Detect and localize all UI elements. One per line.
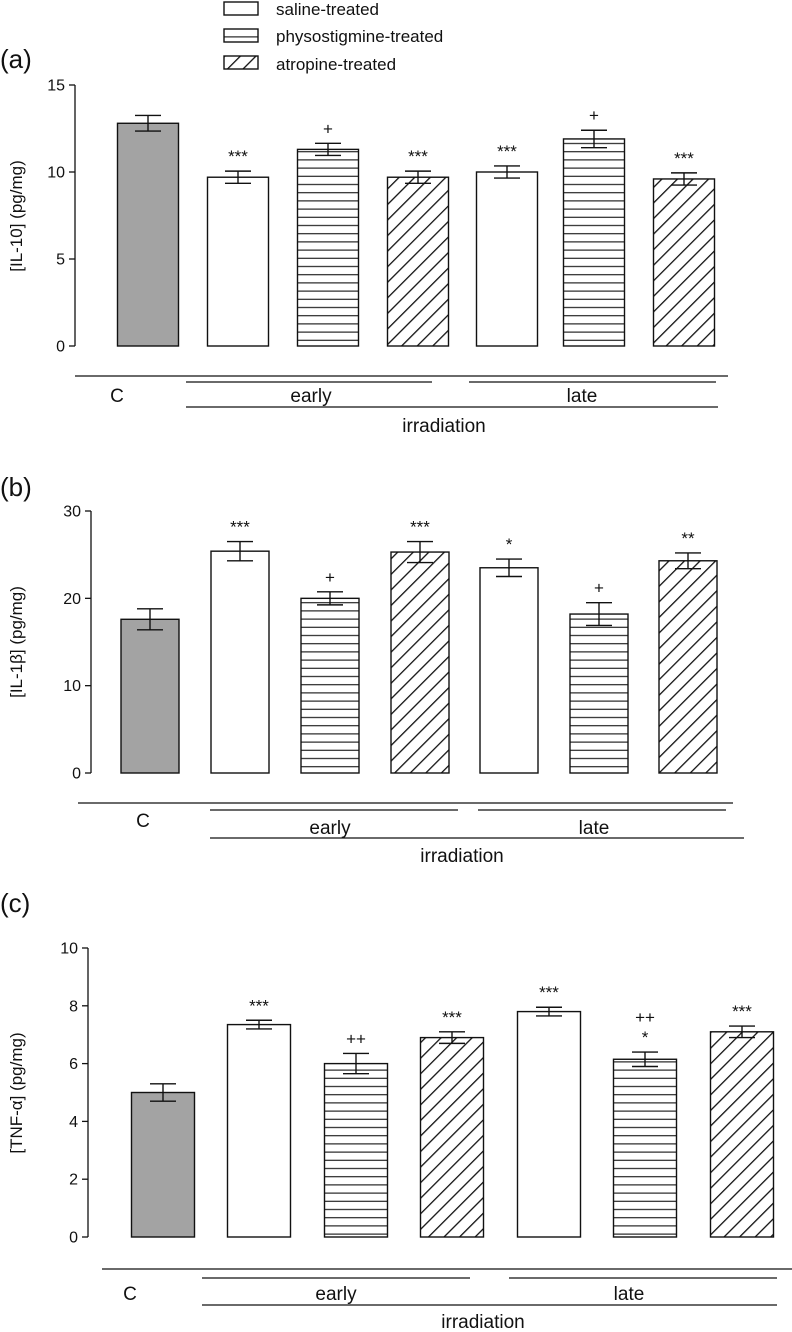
group-label-early: early <box>290 386 332 407</box>
significance-marker: + <box>325 568 335 587</box>
significance-marker: *** <box>674 149 694 168</box>
bar <box>709 1031 775 1238</box>
y-tick-label: 20 <box>63 591 81 608</box>
bar <box>475 171 539 347</box>
legend-swatch-atropine <box>223 55 259 70</box>
y-tick-label: 10 <box>63 678 81 695</box>
group-label-early: early <box>309 818 351 839</box>
bar <box>226 1023 292 1238</box>
y-tick-label: 30 <box>63 504 81 521</box>
bar <box>120 618 180 774</box>
legend: saline-treated physostigmine-treated atr… <box>223 0 443 74</box>
panel-label: (a) <box>0 44 32 74</box>
significance-marker: *** <box>442 1008 462 1027</box>
bar <box>206 176 270 347</box>
bar <box>652 178 716 347</box>
legend-item-saline: saline-treated <box>223 0 379 19</box>
y-tick-label: 15 <box>47 78 65 95</box>
bar <box>130 1091 196 1238</box>
bar <box>419 1036 485 1238</box>
significance-marker: + <box>594 579 604 598</box>
y-tick-label: 10 <box>60 941 78 958</box>
y-axis-ticks: 0 2 4 6 8 10 <box>60 941 88 1247</box>
significance-marker: *** <box>539 983 559 1002</box>
significance-marker: * <box>506 535 513 554</box>
significance-marker: ++ <box>346 1029 366 1048</box>
y-tick-label: 5 <box>56 252 65 269</box>
legend-item-atropine: atropine-treated <box>223 55 396 74</box>
significance-marker: *** <box>410 518 430 537</box>
group-label-irradiation: irradiation <box>402 416 485 437</box>
y-axis-ticks: 0 10 20 30 <box>63 504 91 783</box>
legend-label-physostigmine: physostigmine-treated <box>276 27 443 46</box>
significance-marker: + <box>323 119 333 138</box>
bar <box>300 597 360 774</box>
group-label-control: C <box>123 1284 137 1305</box>
bar <box>323 1062 389 1238</box>
significance-marker: *** <box>230 518 250 537</box>
group-label-late: late <box>579 818 610 839</box>
bar <box>516 1010 582 1238</box>
legend-label-atropine: atropine-treated <box>276 55 396 74</box>
y-tick-label: 0 <box>69 1230 78 1247</box>
significance-marker: *** <box>228 147 248 166</box>
bars: ***+****+** <box>120 518 718 774</box>
bar <box>210 550 270 774</box>
bar <box>612 1058 678 1238</box>
y-tick-label: 8 <box>69 998 78 1015</box>
bar <box>569 613 629 774</box>
bar <box>116 122 180 347</box>
panel-b: (b) [IL-1β] (pg/mg) C early late irradia… <box>0 472 744 867</box>
significance-marker: ** <box>681 529 695 548</box>
significance-marker: *** <box>408 147 428 166</box>
panel-label: (c) <box>0 888 30 918</box>
y-axis-label: [IL-1β] (pg/mg) <box>7 586 26 698</box>
legend-swatch-saline <box>223 1 259 16</box>
y-axis-ticks: 0 5 10 15 <box>47 78 75 356</box>
significance-marker: *** <box>249 996 269 1015</box>
y-axis-label: [TNF-α] (pg/mg) <box>7 1032 26 1153</box>
group-label-control: C <box>136 811 150 832</box>
y-tick-label: 0 <box>56 339 65 356</box>
significance-marker: ++ <box>635 1008 655 1027</box>
legend-item-physostigmine: physostigmine-treated <box>223 27 443 46</box>
y-tick-label: 4 <box>69 1114 78 1131</box>
group-label-late: late <box>567 386 598 407</box>
legend-label-saline: saline-treated <box>276 0 379 19</box>
panel-label: (b) <box>0 472 32 502</box>
bar <box>296 148 360 347</box>
panel-a: (a) [IL-10] (pg/mg) C early late irradia… <box>0 44 728 437</box>
significance-marker: * <box>642 1028 649 1047</box>
group-label-early: early <box>315 1284 357 1305</box>
y-tick-label: 2 <box>69 1172 78 1189</box>
group-label-irradiation: irradiation <box>441 1312 524 1332</box>
bars: ***++******++**** <box>130 983 775 1238</box>
bars: *** + *** *** + *** <box>116 106 716 347</box>
group-label-control: C <box>110 386 124 407</box>
significance-marker: *** <box>732 1002 752 1021</box>
bar <box>658 560 718 774</box>
bar <box>386 176 450 347</box>
legend-swatch-physostigmine <box>223 28 259 43</box>
bar <box>479 567 539 774</box>
y-tick-label: 10 <box>47 165 65 182</box>
significance-marker: *** <box>497 142 517 161</box>
y-tick-label: 6 <box>69 1056 78 1073</box>
group-label-irradiation: irradiation <box>420 846 503 867</box>
y-tick-label: 0 <box>72 766 81 783</box>
y-axis-label: [IL-10] (pg/mg) <box>7 160 26 272</box>
panel-c: (c) [TNF-α] (pg/mg) C early late irradia… <box>0 888 792 1332</box>
significance-marker: + <box>589 106 599 125</box>
group-label-late: late <box>614 1284 645 1305</box>
bar <box>390 551 450 774</box>
bar <box>562 138 626 347</box>
